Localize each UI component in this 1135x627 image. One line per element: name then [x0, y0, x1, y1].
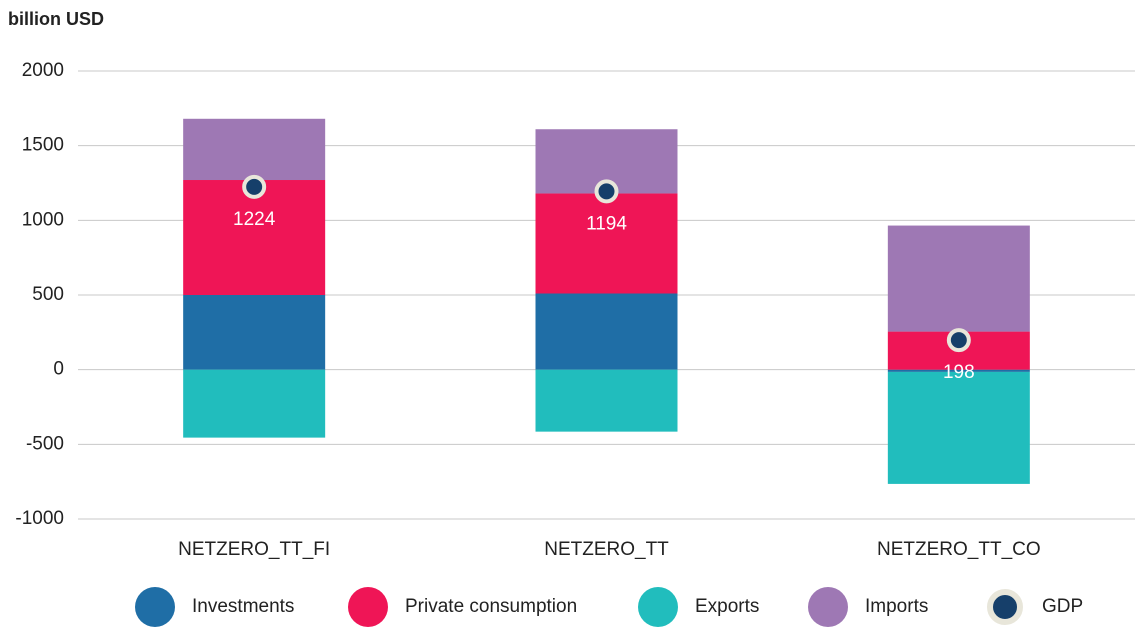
value-label: 198: [943, 362, 975, 383]
bar-segment: [535, 369, 678, 432]
y-tick-label: 1000: [22, 209, 64, 230]
bar-segment: [183, 118, 326, 181]
y-tick-label: 2000: [22, 60, 64, 81]
gdp-dot: [594, 179, 619, 204]
value-label: 1194: [586, 213, 627, 234]
bar-segment: [887, 225, 1030, 332]
legend-swatch: [348, 587, 388, 627]
legend-swatch: [987, 589, 1023, 625]
legend-label: Investments: [192, 596, 294, 617]
value-label: 1224: [233, 209, 276, 230]
x-tick-label: NETZERO_TT_FI: [178, 539, 330, 560]
bar-segment: [535, 193, 678, 294]
x-tick-label: NETZERO_TT_CO: [877, 539, 1041, 560]
gdp-dot: [242, 174, 267, 199]
bar-segment: [183, 369, 326, 438]
gdp-dot: [946, 328, 971, 353]
y-tick-label: -1000: [15, 508, 64, 529]
y-tick-label: 0: [53, 359, 64, 380]
y-axis-label: billion USD: [8, 9, 104, 29]
legend-swatch: [135, 587, 175, 627]
y-tick-label: 1500: [22, 135, 64, 156]
y-tick-label: -500: [26, 433, 64, 454]
legend-label: GDP: [1042, 596, 1083, 617]
bar-segment: [183, 180, 326, 295]
y-tick-label: 500: [32, 284, 64, 305]
bar-segment: [183, 295, 326, 370]
legend-swatch: [638, 587, 678, 627]
bar-segment: [535, 293, 678, 370]
legend-label: Private consumption: [405, 596, 577, 617]
bar-segment: [887, 371, 1030, 484]
legend-label: Imports: [865, 596, 928, 617]
legend-label: Exports: [695, 596, 759, 617]
bar-segment: [887, 369, 1030, 372]
x-tick-label: NETZERO_TT: [544, 539, 669, 560]
legend-swatch: [808, 587, 848, 627]
